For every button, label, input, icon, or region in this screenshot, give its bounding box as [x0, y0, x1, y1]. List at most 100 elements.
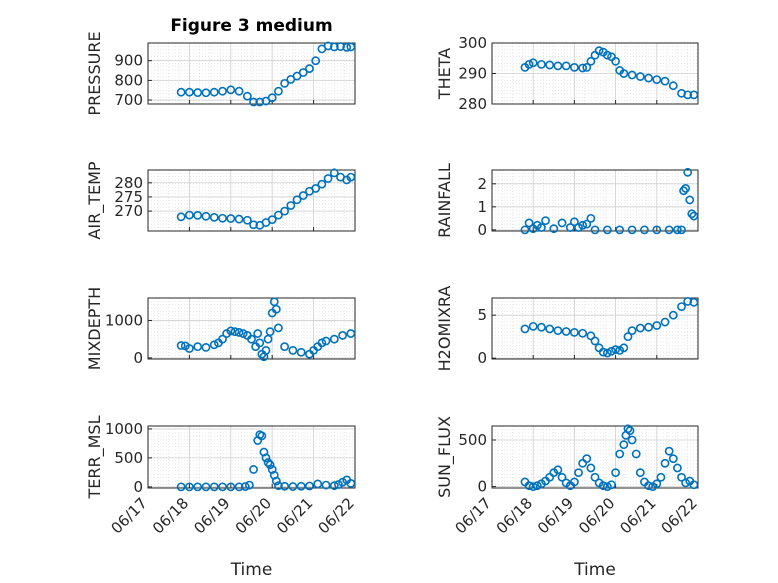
data-point — [537, 322, 546, 332]
data-point — [201, 342, 211, 352]
y-tick-label: 500 — [114, 449, 143, 467]
data-point — [570, 63, 579, 72]
data-point — [652, 321, 662, 330]
data-point — [627, 326, 637, 336]
data-point — [640, 225, 649, 235]
data-point — [238, 329, 248, 338]
data-point — [263, 458, 273, 467]
axes-box — [147, 297, 356, 360]
y-axis-label: AIR_TEMP — [85, 161, 105, 239]
data-point — [234, 86, 244, 96]
data-point — [594, 343, 604, 353]
x-axis-label: Time — [573, 560, 616, 580]
data-point — [611, 56, 620, 66]
data-point — [329, 168, 339, 178]
data-point — [234, 214, 244, 224]
data-point — [683, 90, 693, 100]
data-point — [249, 220, 258, 230]
data-point — [346, 478, 356, 488]
data-point — [274, 210, 283, 220]
data-point — [627, 70, 637, 80]
data-point — [184, 210, 194, 220]
data-point — [261, 453, 271, 463]
data-point — [245, 480, 254, 490]
data-point — [545, 60, 555, 70]
data-point — [280, 342, 290, 352]
data-point — [689, 480, 699, 490]
data-point — [561, 61, 571, 71]
y-tick-label: 500 — [458, 431, 487, 449]
data-point — [683, 167, 693, 177]
data-point — [296, 347, 306, 357]
data-point — [201, 482, 211, 492]
data-point — [565, 223, 575, 232]
data-point — [582, 63, 592, 72]
data-point — [652, 479, 662, 489]
data-point — [321, 480, 331, 490]
data-point — [329, 42, 339, 52]
data-point — [619, 440, 629, 450]
data-point — [557, 218, 567, 228]
data-point — [557, 472, 567, 482]
data-point — [689, 297, 699, 307]
data-point — [265, 460, 275, 470]
data-point — [184, 87, 194, 97]
data-point — [689, 90, 699, 100]
data-point — [242, 215, 252, 225]
data-point — [342, 42, 352, 52]
data-point — [590, 225, 600, 235]
axes-box — [491, 42, 699, 105]
data-point — [607, 480, 616, 490]
data-point — [602, 50, 612, 60]
y-tick-label: 280 — [114, 174, 143, 192]
data-point — [570, 217, 579, 227]
data-point — [590, 336, 600, 346]
x-axis-label: Time — [230, 560, 273, 580]
data-point — [176, 87, 186, 97]
data-point — [683, 297, 693, 306]
data-point — [193, 88, 203, 97]
y-tick-label: 300 — [458, 34, 487, 52]
y-tick-label: 900 — [114, 52, 143, 70]
data-point — [578, 328, 588, 338]
data-point — [611, 345, 620, 354]
data-point — [574, 468, 583, 478]
subplot-8: 0 500SUN_FLUX06/1706/1806/1906/2006/2106/… — [435, 416, 701, 580]
data-point — [660, 76, 670, 86]
data-point — [532, 481, 542, 491]
data-point — [619, 343, 629, 353]
data-point — [549, 224, 559, 234]
data-point — [338, 331, 347, 340]
data-point — [619, 69, 629, 78]
data-point — [255, 97, 265, 107]
data-point — [292, 195, 302, 205]
data-point — [627, 225, 637, 235]
data-point — [296, 481, 306, 491]
data-point — [226, 482, 236, 492]
data-point — [528, 58, 538, 68]
data-point — [520, 225, 530, 235]
y-tick-label: 0 — [133, 349, 143, 367]
y-tick-label: 5 — [477, 306, 487, 324]
x-tick-label: 06/17 — [452, 494, 495, 537]
data-point — [249, 465, 258, 474]
data-point — [193, 342, 203, 352]
data-point — [677, 225, 686, 235]
data-point — [274, 481, 283, 491]
data-point — [313, 479, 323, 489]
data-point — [582, 219, 592, 229]
data-point — [298, 68, 308, 77]
y-axis-label: MIXDEPTH — [85, 287, 104, 370]
data-point — [570, 477, 579, 487]
data-point — [274, 323, 283, 333]
data-point — [570, 327, 579, 337]
y-tick-label: 290 — [458, 65, 487, 83]
data-point — [677, 472, 686, 482]
data-point — [184, 344, 194, 353]
data-point — [209, 212, 219, 222]
data-point — [226, 326, 236, 336]
data-point — [664, 446, 674, 456]
